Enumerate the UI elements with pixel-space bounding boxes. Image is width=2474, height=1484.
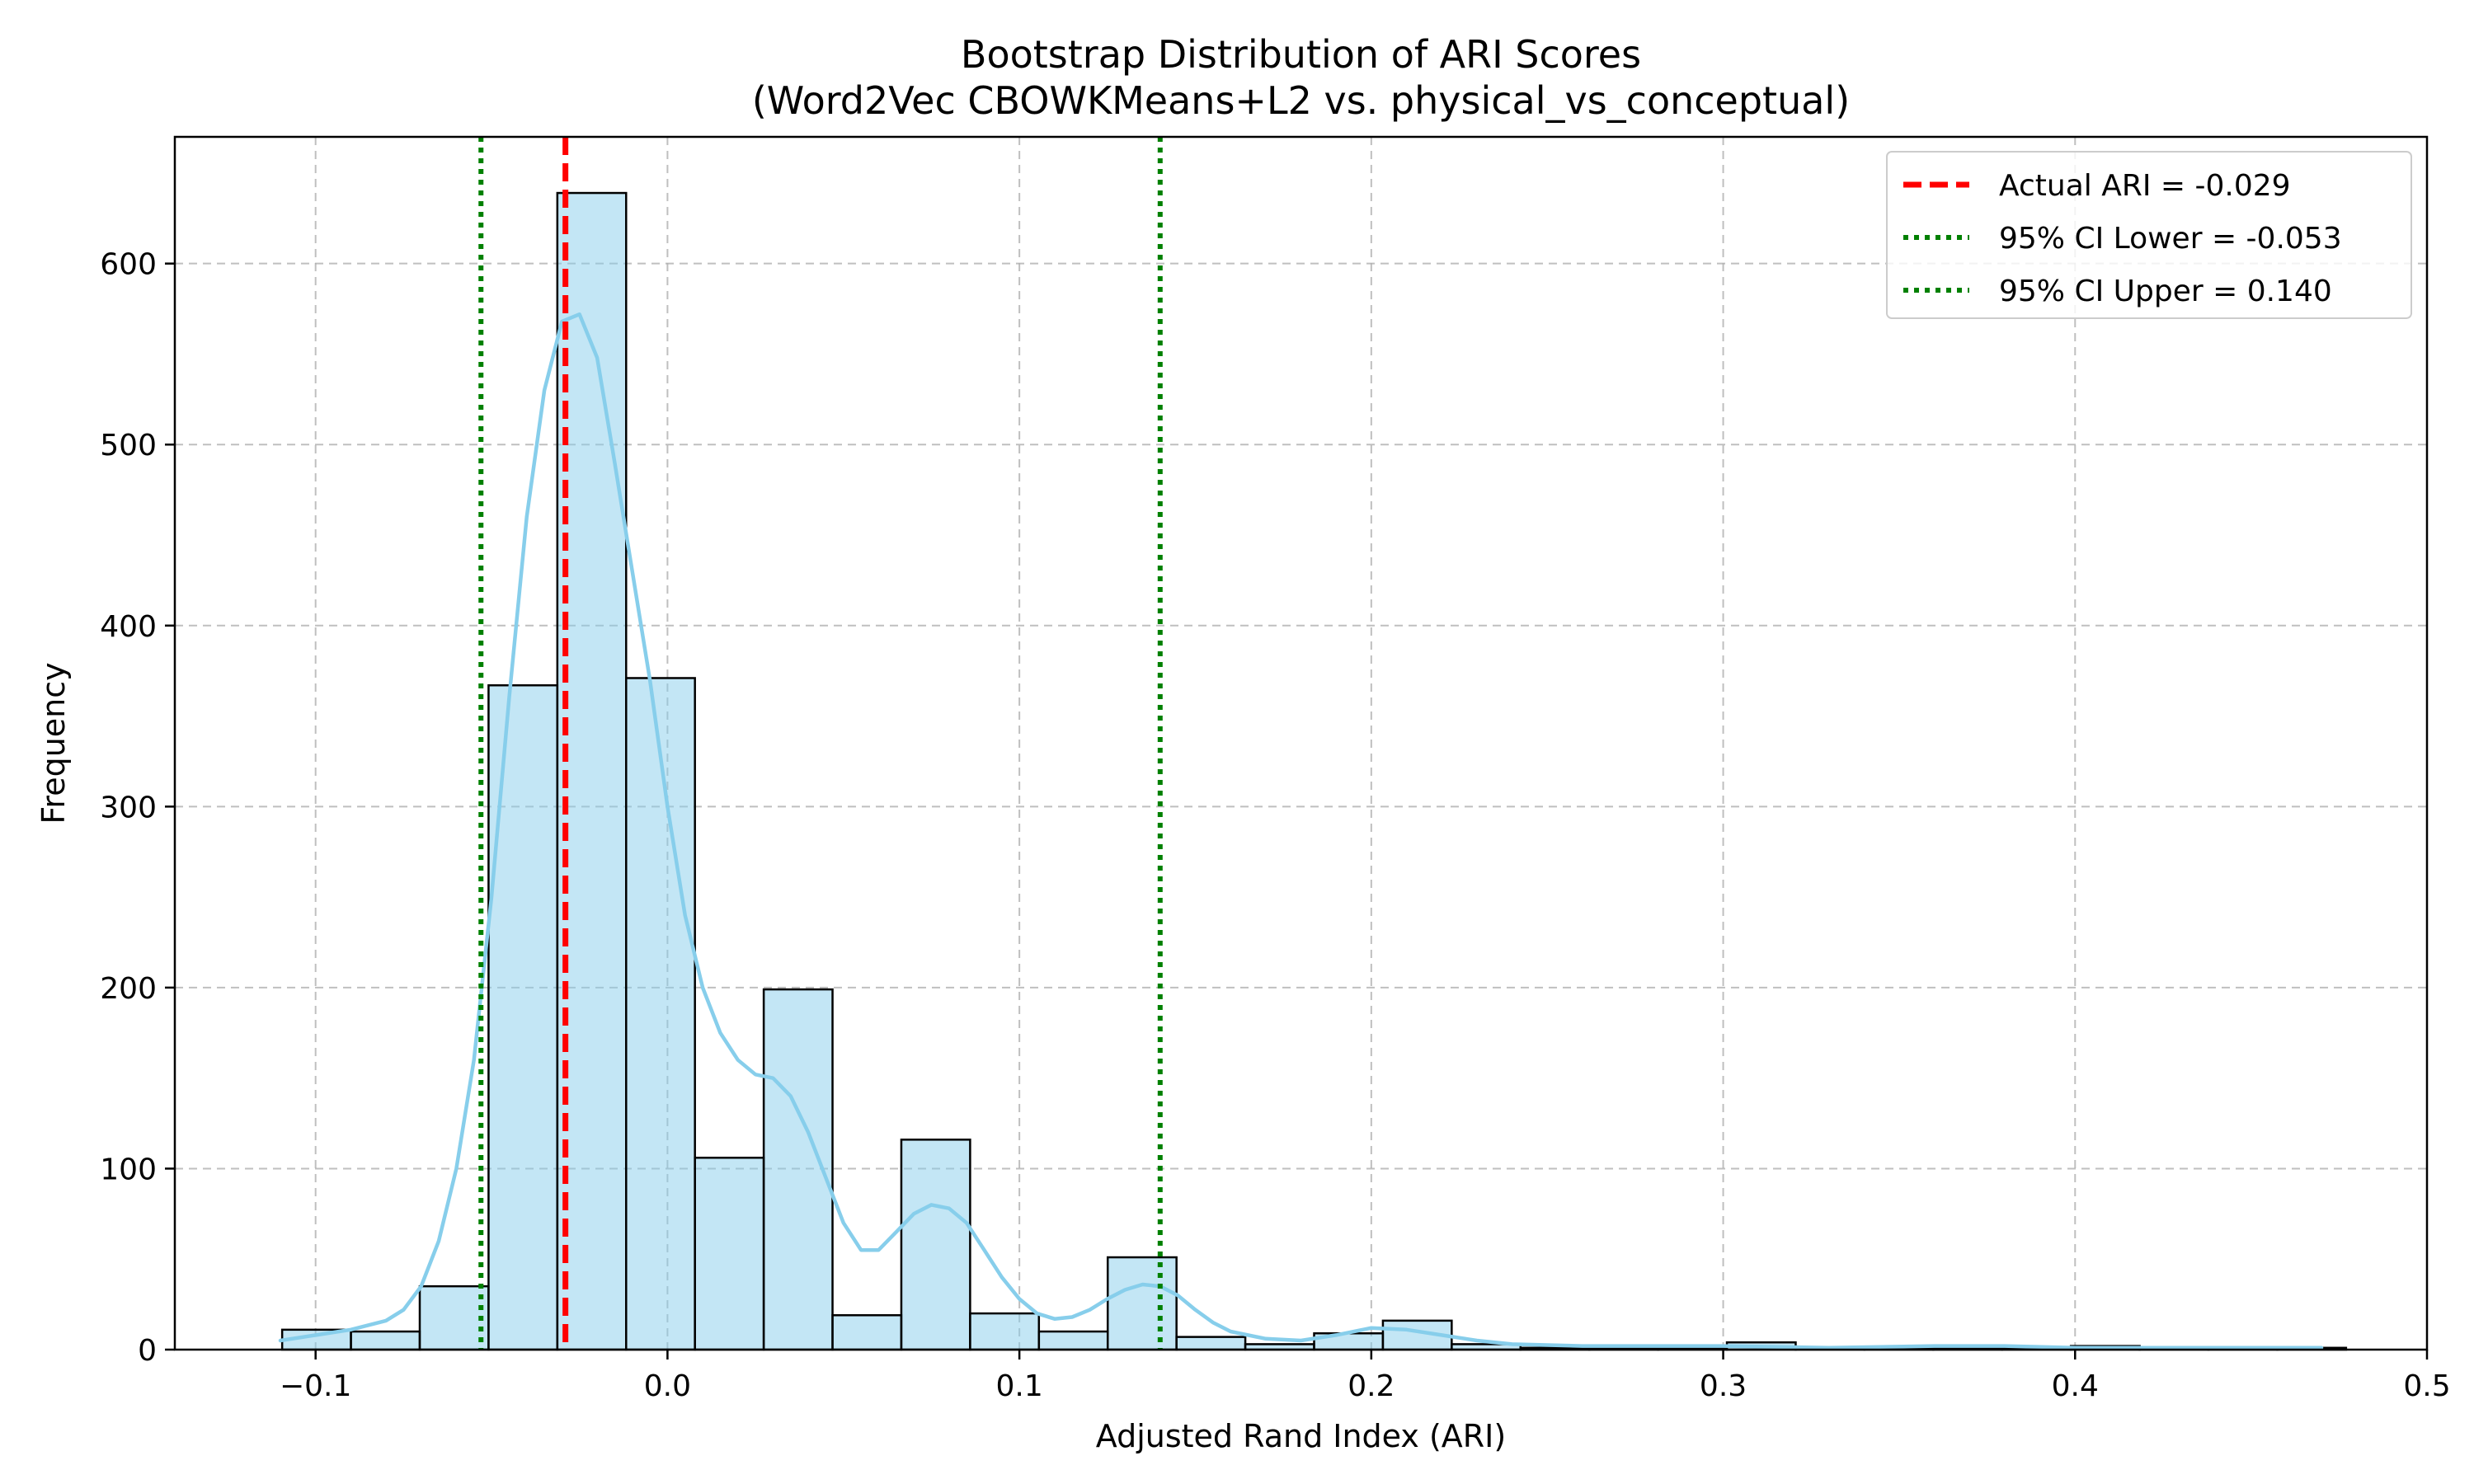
y-tick-label: 400: [100, 610, 157, 644]
legend-label-actual: Actual ARI = -0.029: [1999, 169, 2291, 203]
histogram-bar: [1175, 1336, 1247, 1351]
histogram-bar: [556, 191, 628, 1351]
axis-ticks: −0.1 0.0 0.1 0.2 0.3 0.4 0.5 0 100 200 300 400 500 60…: [100, 248, 2450, 1403]
histogram-bar: [831, 1314, 903, 1351]
kde-curve: [278, 312, 2324, 1350]
histogram-bar: [1106, 1256, 1178, 1351]
legend-box: [1886, 151, 2412, 319]
legend: Actual ARI = -0.029 95% CI Lower = -0.05…: [1886, 151, 2412, 319]
x-tick-label: −0.1: [280, 1369, 351, 1403]
x-tick-label: 0.0: [644, 1369, 691, 1403]
histogram-bars: [280, 191, 2348, 1351]
chart-subtitle: (Word2Vec CBOWKMeans+L2 vs. physical_vs_…: [752, 78, 1850, 123]
reference-lines: [478, 137, 1163, 1350]
y-tick-label: 500: [100, 429, 157, 463]
histogram-bar: [487, 683, 559, 1351]
x-tick-label: 0.2: [1348, 1369, 1395, 1403]
y-tick-label: 200: [100, 972, 157, 1006]
y-tick-label: 100: [100, 1153, 157, 1186]
histogram-bar: [1037, 1330, 1109, 1351]
x-tick-label: 0.3: [1700, 1369, 1747, 1403]
y-axis-label: Frequency: [35, 662, 72, 824]
grid-layer: [175, 137, 2428, 1350]
x-tick-label: 0.1: [995, 1369, 1042, 1403]
histogram-bar: [625, 677, 696, 1351]
histogram-bar: [418, 1284, 490, 1351]
histogram-bar: [969, 1312, 1041, 1351]
x-axis-label: Adjusted Rand Index (ARI): [1096, 1418, 1506, 1454]
histogram-bar: [350, 1330, 421, 1351]
chart-title: Bootstrap Distribution of ARI Scores: [961, 32, 1641, 77]
plot-frame: [173, 135, 2429, 1351]
legend-label-ci-lower: 95% CI Lower = -0.053: [1999, 222, 2342, 256]
y-tick-label: 600: [100, 248, 157, 282]
legend-label-ci-upper: 95% CI Upper = 0.140: [1999, 275, 2332, 308]
y-tick-label: 0: [138, 1334, 157, 1368]
histogram-bar: [694, 1157, 765, 1351]
x-tick-label: 0.4: [2052, 1369, 2099, 1403]
kde-layer: [278, 312, 2324, 1350]
y-tick-label: 300: [100, 791, 157, 824]
histogram-bar: [900, 1139, 971, 1351]
x-tick-label: 0.5: [2403, 1369, 2450, 1403]
